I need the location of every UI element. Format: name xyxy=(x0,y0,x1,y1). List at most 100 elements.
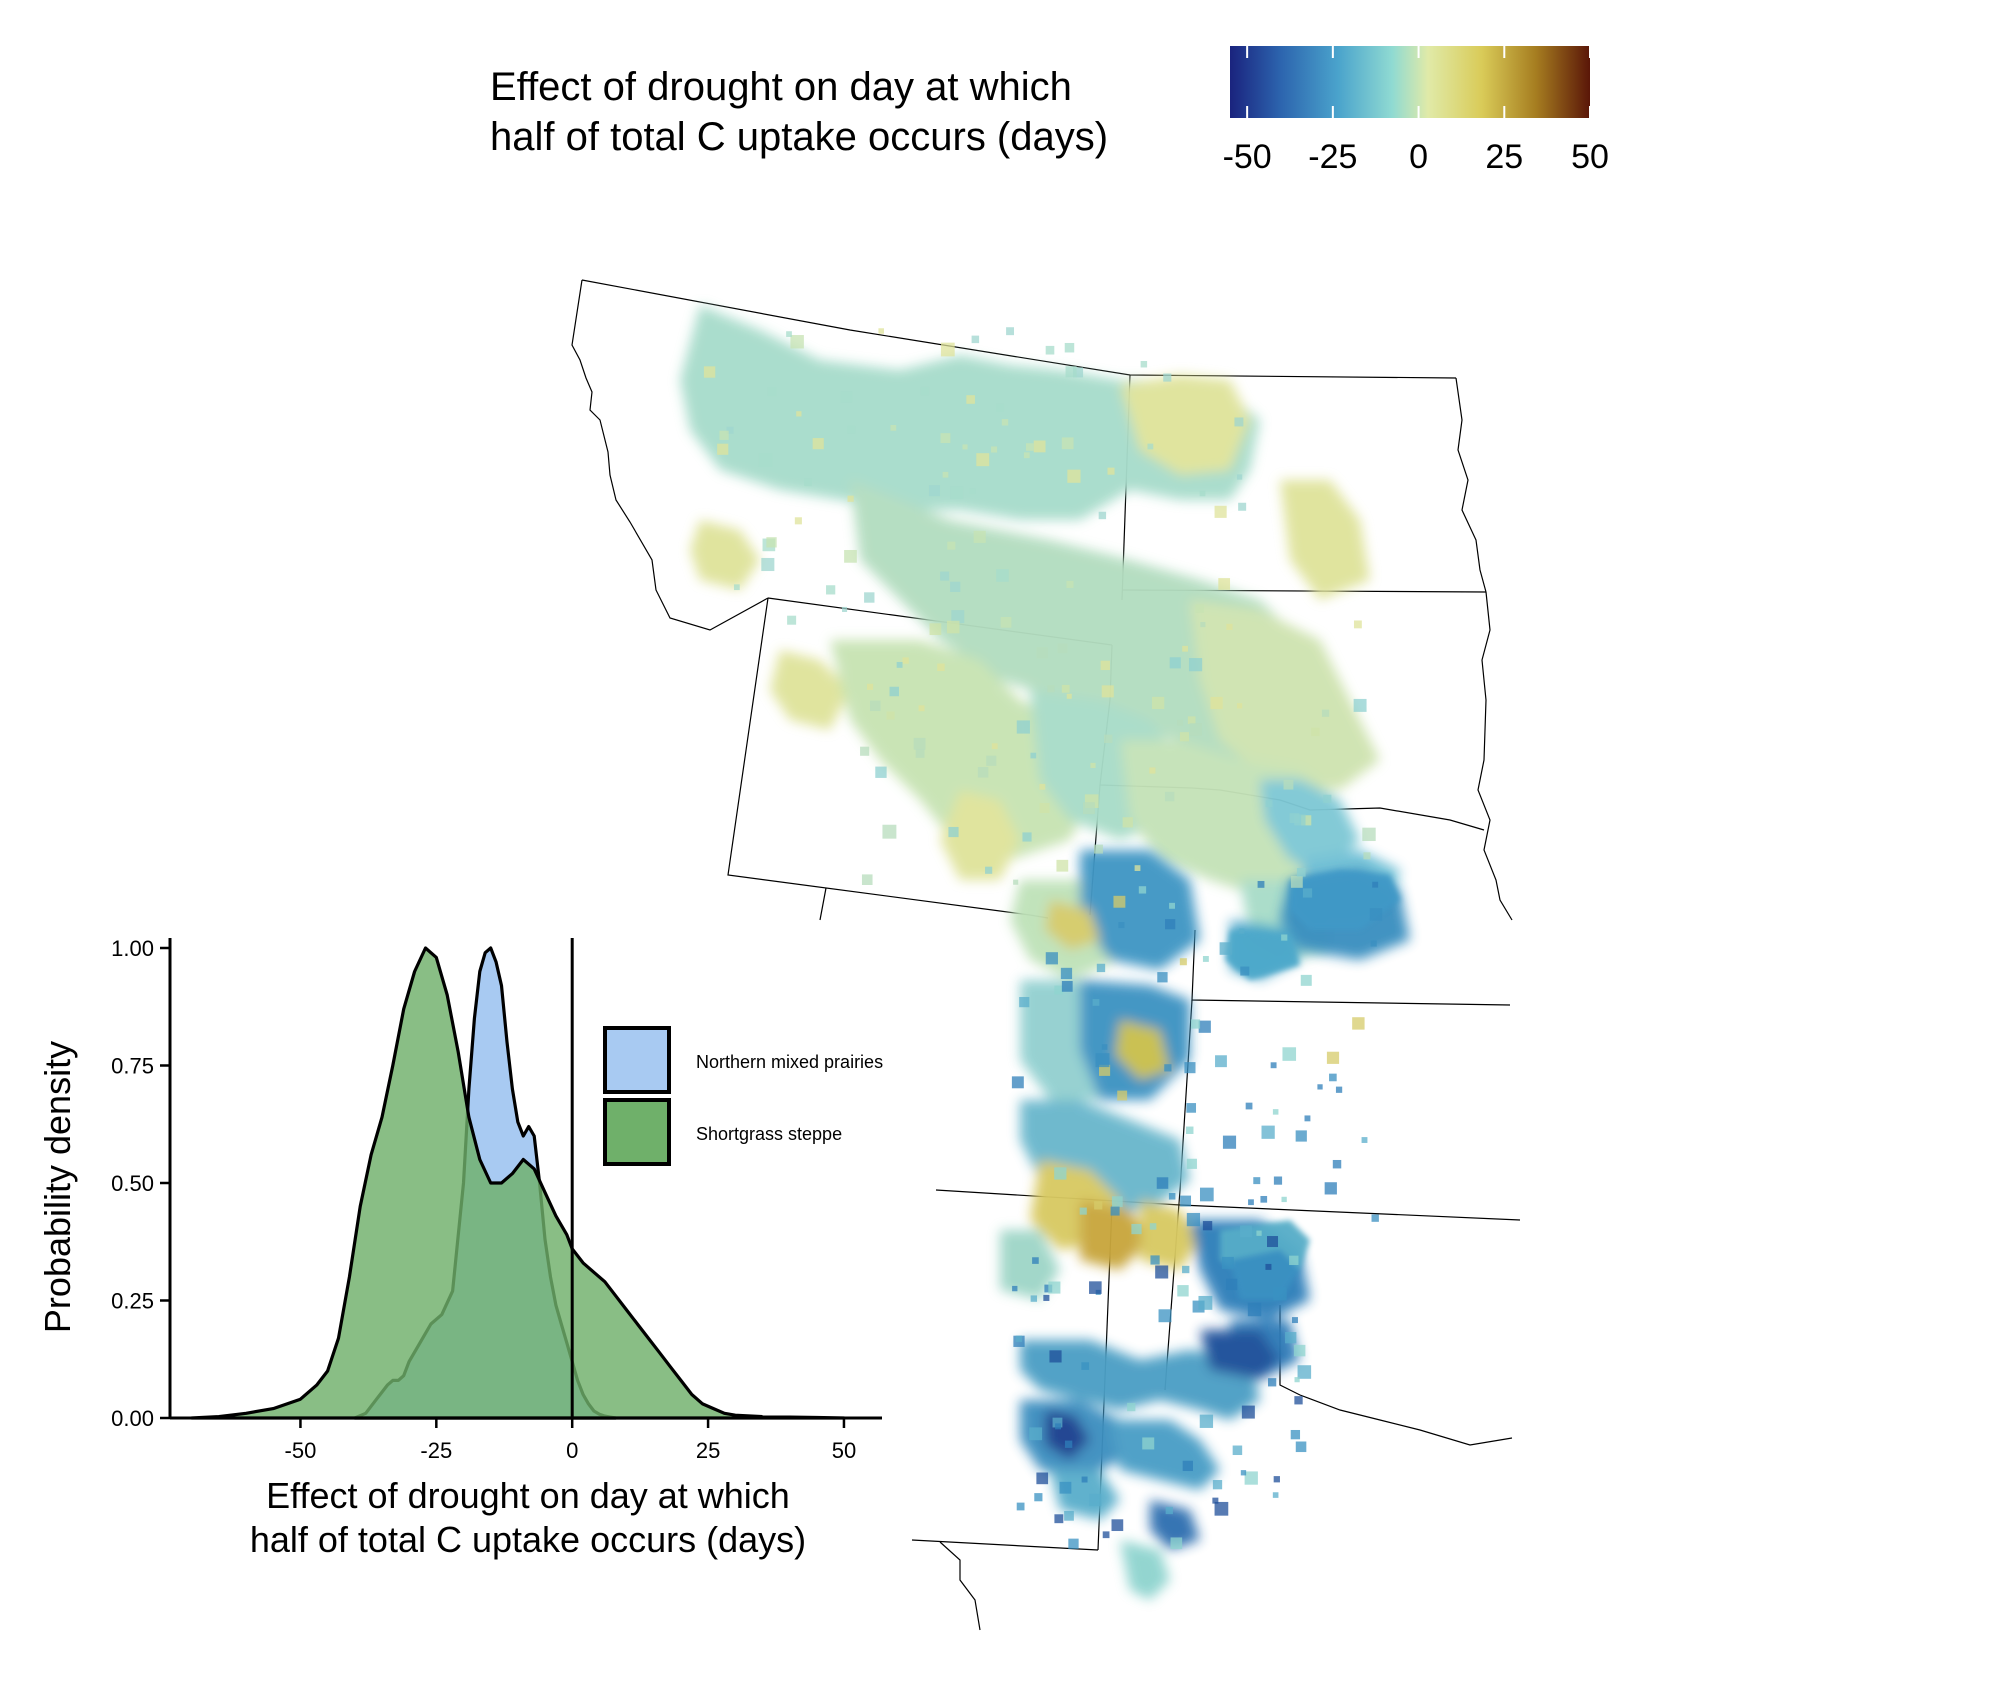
raster-pixel xyxy=(875,766,887,778)
raster-pixel xyxy=(1295,1130,1307,1142)
raster-pixel xyxy=(1273,1287,1287,1301)
raster-pixel xyxy=(1168,1193,1176,1200)
raster-pixel xyxy=(1186,1103,1197,1113)
colorbar-tick-label: -25 xyxy=(1308,138,1357,176)
raster-pixel xyxy=(758,453,773,467)
y-tick-label: 0.75 xyxy=(111,1054,154,1079)
raster-pixel xyxy=(1099,1064,1111,1076)
raster-pixel xyxy=(1169,657,1181,669)
raster-pixel xyxy=(1094,1201,1103,1210)
raster-pixel xyxy=(1034,1493,1043,1502)
raster-pixel xyxy=(1182,1460,1193,1472)
raster-pixel xyxy=(1102,1531,1110,1539)
raster-pixel xyxy=(886,711,895,720)
raster-pixel xyxy=(1073,367,1084,378)
raster-pixel xyxy=(1179,732,1190,742)
raster-pixel xyxy=(786,331,792,337)
raster-pixel xyxy=(860,746,870,756)
raster-pixel xyxy=(1163,373,1172,382)
raster-pixel xyxy=(1164,1064,1172,1072)
raster-pixel xyxy=(1150,1255,1160,1265)
raster-pixel xyxy=(1270,1062,1277,1069)
raster-pixel xyxy=(1032,1257,1039,1264)
raster-pixel xyxy=(1215,1055,1227,1068)
raster-pixel xyxy=(1100,660,1110,671)
raster-pixel xyxy=(1092,999,1100,1006)
raster-pixel xyxy=(1281,1196,1287,1203)
raster-pixel xyxy=(826,585,836,595)
x-tick-label: -25 xyxy=(420,1438,452,1463)
raster-pixel xyxy=(1036,647,1048,659)
raster-pixel xyxy=(940,342,955,357)
raster-pixel xyxy=(1296,868,1306,877)
raster-pixel xyxy=(1253,1177,1261,1185)
raster-pixel xyxy=(1329,1073,1337,1082)
raster-pixel xyxy=(1267,1378,1277,1387)
raster-pixel xyxy=(796,411,802,417)
raster-pixel xyxy=(940,433,951,444)
raster-pixel xyxy=(950,486,964,500)
raster-pixel xyxy=(1036,1472,1049,1485)
raster-pixel xyxy=(1219,942,1233,955)
raster-pixel xyxy=(1155,1265,1169,1279)
raster-pixel xyxy=(1081,1362,1090,1370)
colorbar-title-line2: half of total C uptake occurs (days) xyxy=(490,115,1108,159)
raster-pixel xyxy=(889,686,899,697)
raster-pixel xyxy=(1225,1278,1238,1291)
raster-pixel xyxy=(1232,1445,1243,1456)
raster-pixel xyxy=(1022,832,1032,842)
raster-pixel xyxy=(1158,1309,1172,1323)
raster-pixel xyxy=(920,386,930,396)
raster-pixel xyxy=(861,874,873,885)
raster-pixel xyxy=(882,824,897,839)
raster-pixel xyxy=(1323,794,1332,803)
raster-pixel xyxy=(1016,1502,1025,1511)
raster-pixel xyxy=(1103,734,1113,744)
raster-pixel xyxy=(1244,1471,1258,1485)
raster-pixel xyxy=(1101,1044,1108,1050)
raster-pixel xyxy=(1273,1176,1283,1185)
raster-pixel xyxy=(1059,1481,1072,1494)
raster-pixel xyxy=(985,866,993,874)
raster-pixel xyxy=(996,569,1009,582)
raster-pixel xyxy=(1281,934,1288,941)
raster-pixel xyxy=(1043,1294,1050,1301)
colorbar-tick-label: 25 xyxy=(1485,138,1523,176)
raster-pixel xyxy=(717,443,729,455)
raster-pixel xyxy=(1029,1427,1043,1441)
raster-pixel xyxy=(1142,1437,1155,1450)
y-tick-label: 1.00 xyxy=(111,936,154,961)
raster-pixel xyxy=(1180,1195,1192,1207)
raster-pixel xyxy=(1066,693,1072,699)
raster-pixel xyxy=(1055,1423,1062,1430)
raster-pixel xyxy=(1067,469,1081,483)
raster-pixel xyxy=(1047,685,1055,693)
raster-pixel xyxy=(890,425,897,431)
raster-pixel xyxy=(1111,1519,1124,1532)
raster-pixel xyxy=(767,387,777,397)
raster-pixel xyxy=(1302,888,1313,898)
raster-pixel xyxy=(1317,1084,1323,1090)
raster-pixel xyxy=(1060,967,1073,980)
raster-pixel xyxy=(1332,1159,1342,1169)
raster-pixel xyxy=(1030,1295,1038,1302)
raster-pixel xyxy=(1214,505,1227,518)
raster-pixel xyxy=(1236,703,1243,709)
raster-pixel xyxy=(878,328,884,334)
raster-pixel xyxy=(940,571,950,581)
raster-pixel xyxy=(1165,1506,1173,1515)
raster-pixel xyxy=(951,610,965,624)
raster-pixel xyxy=(1311,727,1320,737)
raster-pixel xyxy=(1272,1492,1279,1498)
raster-pixel xyxy=(1186,1126,1194,1134)
raster-pixel xyxy=(1023,452,1030,459)
raster-pixel xyxy=(1170,1537,1183,1550)
x-tick-label: 25 xyxy=(696,1438,720,1463)
raster-pixel xyxy=(1294,1396,1303,1405)
raster-pixel xyxy=(977,767,989,778)
y-tick-label: 0.00 xyxy=(111,1406,154,1431)
raster-pixel xyxy=(1061,437,1074,450)
raster-pixel xyxy=(1212,1480,1223,1490)
raster-pixel xyxy=(1082,802,1095,815)
